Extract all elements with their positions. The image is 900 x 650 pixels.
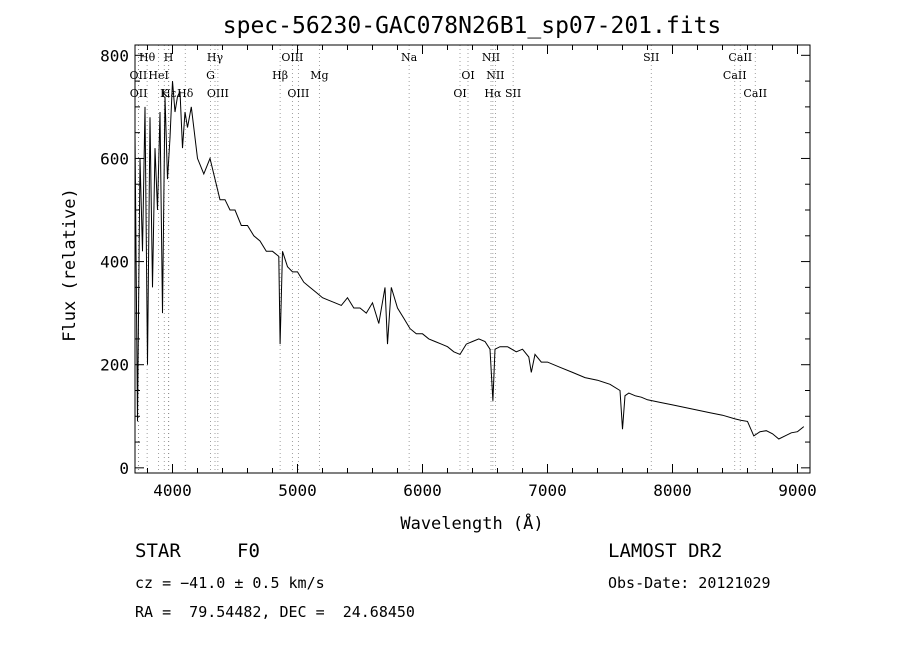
- x-tick-label: 5000: [278, 481, 317, 500]
- obs-date: Obs-Date: 20121029: [608, 574, 771, 592]
- line-marker-label: Na: [401, 51, 418, 64]
- line-marker-label: CaII: [728, 51, 752, 64]
- series-layer: [134, 81, 805, 440]
- line-marker-label: OIII: [207, 87, 229, 100]
- x-tick-label: 7000: [528, 481, 567, 500]
- line-marker-label: CaII: [743, 87, 767, 100]
- line-marker-label: OI: [453, 87, 466, 100]
- line-marker-label: H: [164, 51, 174, 64]
- y-tick-label: 200: [100, 356, 129, 375]
- y-tick-label: 800: [100, 46, 129, 65]
- redshift-text: cz = −41.0 ± 0.5 km/s: [135, 574, 325, 592]
- survey-name: LAMOST DR2: [608, 540, 723, 562]
- line-marker-label: OI: [461, 69, 474, 82]
- x-tick-label: 6000: [403, 481, 442, 500]
- x-axis-label: Wavelength (Å): [400, 512, 543, 534]
- line-marker-label: CaII: [723, 69, 747, 82]
- x-tick-label: 4000: [153, 481, 192, 500]
- spectrum-line: [134, 81, 805, 440]
- chart-title: spec-56230-GAC078N26B1_sp07-201.fits: [223, 13, 722, 39]
- line-marker-label: HeI: [148, 69, 168, 82]
- line-marker-label: Hγ: [207, 51, 224, 64]
- axes: 4000 5000 6000 7000 8000 9000 0 200 400 600 800: [100, 44, 817, 500]
- object-subclass: F0: [237, 540, 260, 562]
- line-marker-label: Hδ: [177, 87, 194, 100]
- line-marker-label: G: [206, 69, 215, 82]
- y-axis-label: Flux (relative): [60, 188, 80, 342]
- coordinates: RA = 79.54482, DEC = 24.68450: [135, 603, 415, 621]
- line-marker-label: Hβ: [272, 69, 288, 82]
- line-marker-label: Mg: [310, 69, 328, 82]
- line-marker-label: OII: [130, 69, 148, 82]
- line-marker-label: SII: [643, 51, 659, 64]
- y-tick-label: 0: [119, 459, 129, 478]
- line-marker-label: NII: [482, 51, 500, 64]
- line-marker-label: OIII: [287, 87, 309, 100]
- line-marker-label: Hα: [484, 87, 502, 100]
- y-tick-label: 400: [100, 253, 129, 272]
- line-marker-label: K: [160, 87, 169, 100]
- line-marker-label: OIII: [281, 51, 303, 64]
- line-marker-label: Hθ: [139, 51, 156, 64]
- line-marker-label: OII: [130, 87, 148, 100]
- line-marker-label: NII: [486, 69, 504, 82]
- y-tick-label: 600: [100, 149, 129, 168]
- x-tick-label: 9000: [778, 481, 817, 500]
- plot-frame: [134, 44, 811, 474]
- object-class: STAR: [135, 540, 181, 562]
- x-tick-label: 8000: [653, 481, 692, 500]
- line-marker-label: SII: [505, 87, 521, 100]
